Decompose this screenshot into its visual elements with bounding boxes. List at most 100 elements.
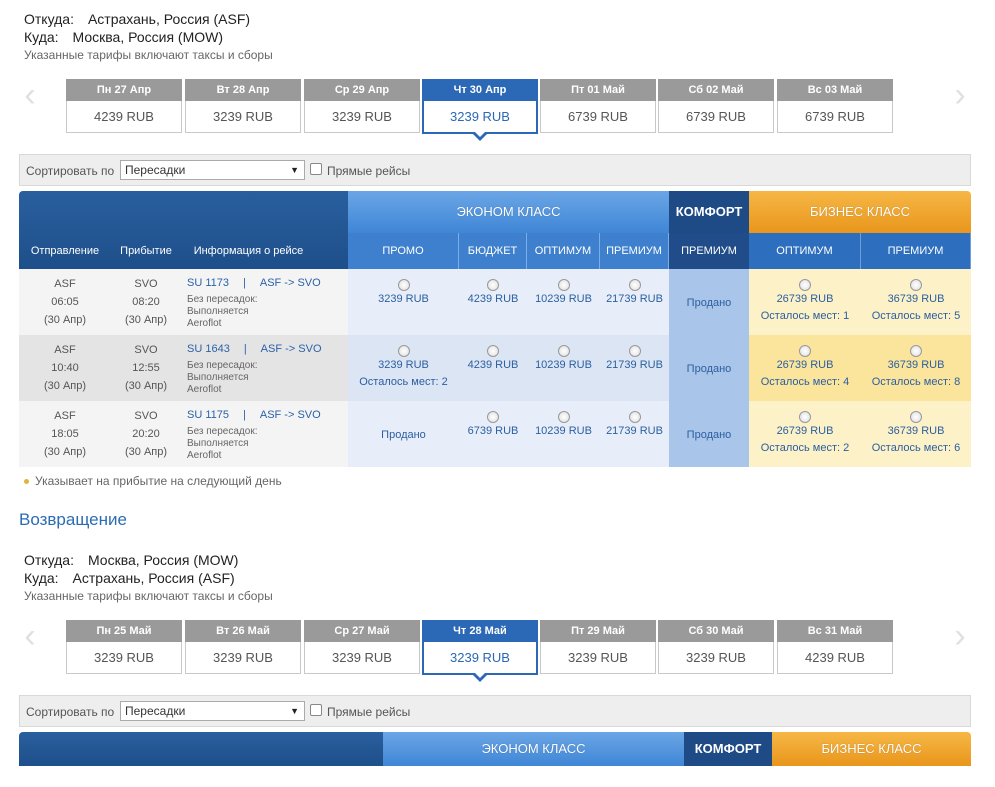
outbound-sort-bar: Сортировать по Пересадки ▼ Прямые рейсы <box>19 154 971 186</box>
departure-code: ASF <box>54 344 76 356</box>
fare-radio[interactable] <box>799 279 811 291</box>
fare-radio[interactable] <box>487 279 499 291</box>
date-label: Чт 30 Апр <box>422 79 538 101</box>
return-section-title: Возвращение <box>19 510 127 529</box>
economy-class-header: ЭКОНОМ КЛАСС <box>383 732 684 766</box>
fare-radio[interactable] <box>910 345 922 357</box>
fare-radio[interactable] <box>628 411 641 423</box>
date-option[interactable]: Чт 30 Апр 3239 RUB <box>422 79 538 141</box>
outbound-fare-table: ЭКОНОМ КЛАСС КОМФОРТ БИЗНЕС КЛАСС Отправ… <box>19 191 971 469</box>
flight-carrier: Aeroflot <box>187 384 222 395</box>
flight-left-bg <box>19 335 348 401</box>
date-label: Вт 26 Май <box>185 620 301 642</box>
date-option[interactable]: Ср 29 Апр 3239 RUB <box>304 79 420 135</box>
fare-radio[interactable] <box>910 279 922 291</box>
prev-dates-arrow-icon[interactable]: ‹ <box>24 76 36 114</box>
date-option[interactable]: Вт 28 Апр 3239 RUB <box>185 79 301 135</box>
economy-class-header: ЭКОНОМ КЛАСС <box>348 191 669 233</box>
fare-cell: 21739 RUB <box>600 401 669 467</box>
date-option[interactable]: Чт 28 Май 3239 RUB <box>422 620 538 682</box>
fare-cell: Продано <box>669 335 749 401</box>
seats-left: Осталось мест: 5 <box>871 310 961 322</box>
departure-date: (30 Апр) <box>43 380 87 392</box>
direct-flights-checkbox[interactable] <box>310 163 322 175</box>
direct-flights-label[interactable]: Прямые рейсы <box>327 705 411 719</box>
fare-radio[interactable] <box>628 279 641 291</box>
sold-out-label: Продано <box>686 363 732 375</box>
date-price: 3239 RUB <box>66 642 182 674</box>
fare-radio[interactable] <box>487 345 499 357</box>
fare-radio[interactable] <box>557 279 570 291</box>
date-label: Чт 28 Май <box>422 620 538 642</box>
inbound-to: Куда: Астрахань, Россия (ASF) <box>24 569 235 587</box>
arrival-cell: SVO 12:55 (30 Апр) <box>111 335 181 401</box>
prev-dates-arrow-icon[interactable]: ‹ <box>24 617 36 655</box>
date-option[interactable]: Вс 31 Май 4239 RUB <box>777 620 893 676</box>
fare-radio[interactable] <box>910 411 922 423</box>
next-dates-arrow-icon[interactable]: › <box>954 617 966 655</box>
comfort-class-label: КОМФОРТ <box>675 204 743 219</box>
departure-time: 18:05 <box>51 428 79 440</box>
date-option[interactable]: Пт 29 Май 3239 RUB <box>540 620 656 676</box>
date-price: 6739 RUB <box>777 101 893 133</box>
business-class-header: БИЗНЕС КЛАСС <box>749 191 971 233</box>
sort-select[interactable]: Пересадки ▼ <box>120 160 305 180</box>
fare-cell: 4239 RUB <box>459 269 527 335</box>
seats-left: Осталось мест: 2 <box>760 442 850 454</box>
col-departure: Отправление <box>30 245 100 257</box>
date-label: Ср 29 Апр <box>304 79 420 101</box>
flight-number[interactable]: SU 1643 <box>187 343 230 355</box>
flight-number[interactable]: SU 1175 <box>187 409 229 421</box>
fare-radio[interactable] <box>799 345 811 357</box>
fare-cell: 3239 RUB <box>348 269 459 335</box>
flight-info-cell: SU 1173 | ASF -> SVO Без пересадок: Выполняе… <box>187 269 348 335</box>
date-option[interactable]: Сб 30 Май 3239 RUB <box>658 620 774 676</box>
date-option[interactable]: Пн 27 Апр 4239 RUB <box>66 79 182 135</box>
route-separator: | <box>243 409 246 421</box>
arrival-time: 20:20 <box>132 428 160 440</box>
flight-stops: Без пересадок: <box>187 426 258 437</box>
flight-left-bg <box>19 269 348 335</box>
date-option[interactable]: Сб 02 Май 6739 RUB <box>658 79 774 135</box>
fare-price: 21739 RUB <box>606 425 663 437</box>
sort-label: Сортировать по <box>26 705 115 719</box>
route-separator: | <box>243 277 246 289</box>
fare-radio[interactable] <box>397 345 410 357</box>
comfort-class-header: КОМФОРТ <box>669 191 749 233</box>
flight-number-line[interactable]: SU 1173 | ASF -> SVO <box>187 277 348 289</box>
date-label: Пн 25 Май <box>66 620 182 642</box>
flight-number-line[interactable]: SU 1175 | ASF -> SVO <box>187 409 348 421</box>
direct-flights-label[interactable]: Прямые рейсы <box>327 164 411 178</box>
arrival-time: 08:20 <box>132 296 160 308</box>
flight-left-bg <box>19 401 348 467</box>
flight-number[interactable]: SU 1173 <box>187 277 229 289</box>
fare-cell: 10239 RUB <box>527 401 600 467</box>
fare-radio[interactable] <box>487 411 499 423</box>
to-label: Куда: <box>24 570 59 586</box>
from-value: Астрахань, Россия (ASF) <box>87 11 251 27</box>
seats-left: Осталось мест: 2 <box>359 376 448 388</box>
fare-radio[interactable] <box>557 411 570 423</box>
fare-cell: Продано <box>348 401 459 467</box>
fare-radio[interactable] <box>557 345 570 357</box>
date-option[interactable]: Ср 27 Май 3239 RUB <box>304 620 420 676</box>
fare-radio[interactable] <box>397 279 410 291</box>
next-dates-arrow-icon[interactable]: › <box>954 76 966 114</box>
sort-select[interactable]: Пересадки ▼ <box>120 701 305 721</box>
flight-number-line[interactable]: SU 1643 | ASF -> SVO <box>187 343 348 355</box>
flight-carrier: Aeroflot <box>187 450 222 461</box>
inbound-date-strip: Пн 25 Май 3239 RUB Вт 26 Май 3239 RUB Ср 27 … <box>66 620 896 682</box>
date-option[interactable]: Пт 01 Май 6739 RUB <box>540 79 656 135</box>
fare-column-header: ПРЕМИУМ <box>600 233 669 269</box>
fare-radio[interactable] <box>628 345 641 357</box>
date-price: 6739 RUB <box>658 101 774 133</box>
departure-cell: ASF 10:40 (30 Апр) <box>19 335 111 401</box>
direct-flights-checkbox[interactable] <box>310 704 322 716</box>
date-option[interactable]: Пн 25 Май 3239 RUB <box>66 620 182 676</box>
arrival-code: SVO <box>134 278 158 290</box>
date-price: 3239 RUB <box>304 642 420 674</box>
date-option[interactable]: Вс 03 Май 6739 RUB <box>777 79 893 135</box>
fare-radio[interactable] <box>799 411 811 423</box>
date-label: Ср 27 Май <box>304 620 420 642</box>
date-option[interactable]: Вт 26 Май 3239 RUB <box>185 620 301 676</box>
